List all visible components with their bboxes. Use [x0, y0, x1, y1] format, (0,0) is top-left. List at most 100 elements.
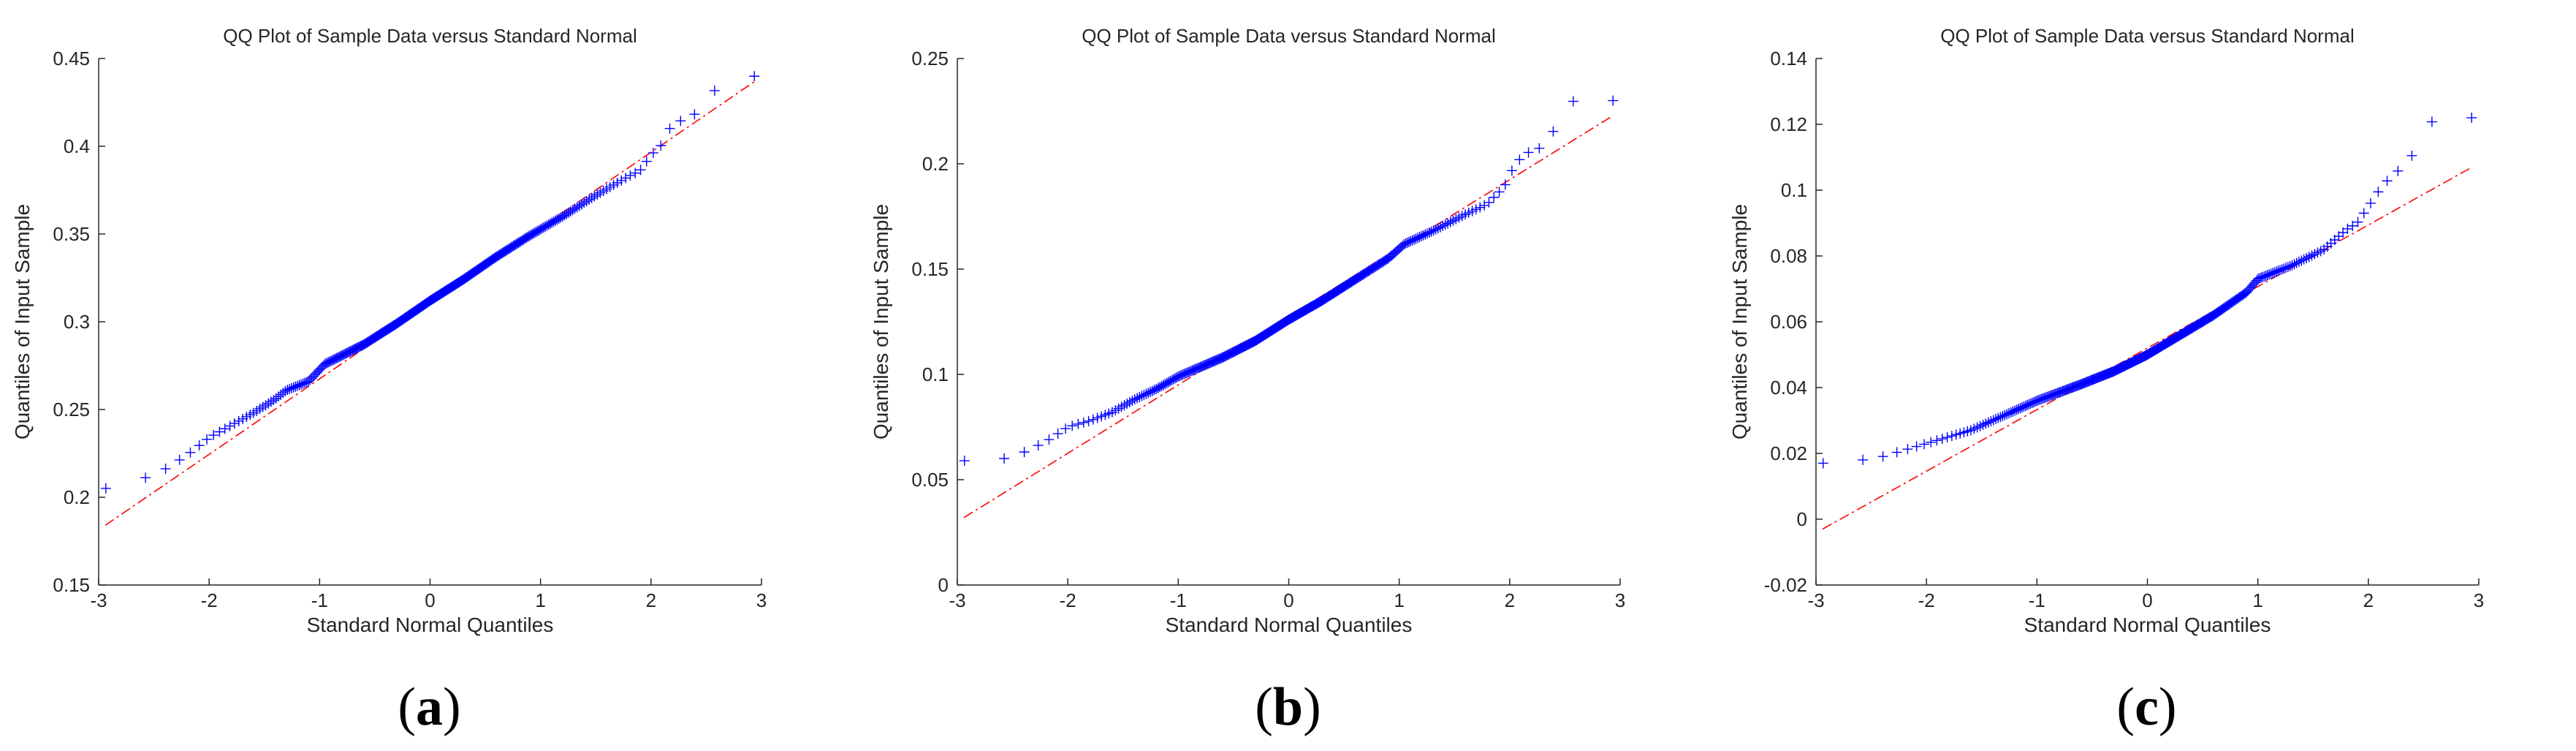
- sample-point: [1919, 439, 1930, 450]
- sample-point: [528, 228, 539, 239]
- sample-point: [2036, 393, 2047, 404]
- sample-point: [584, 195, 595, 205]
- sample-point: [1999, 410, 2010, 420]
- sample-point: [1479, 200, 1490, 211]
- x-tick-label: 2: [1505, 589, 1515, 611]
- sample-points: [959, 95, 1619, 467]
- sample-point: [2298, 254, 2309, 265]
- caption-b: (b): [1255, 677, 1321, 737]
- sample-point: [2280, 263, 2291, 273]
- sample-point: [589, 191, 600, 202]
- sample-point: [709, 85, 720, 96]
- x-tick-label: 1: [2252, 589, 2262, 611]
- sample-point: [1177, 369, 1188, 380]
- x-tick-label: -1: [311, 589, 328, 611]
- sample-point: [1139, 390, 1150, 401]
- sample-point: [656, 140, 666, 151]
- sample-point: [219, 423, 230, 434]
- x-tick-label: -2: [201, 589, 218, 611]
- sample-point: [1067, 420, 1078, 431]
- sample-point: [1993, 412, 2004, 423]
- sample-point: [567, 205, 578, 216]
- sample-point: [263, 398, 274, 409]
- sample-point: [563, 207, 574, 218]
- sample-point: [330, 353, 341, 364]
- sample-point: [559, 210, 570, 221]
- sample-point: [2237, 290, 2248, 301]
- sample-point: [233, 415, 244, 426]
- x-tick-label: -3: [90, 589, 107, 611]
- sample-point: [1448, 215, 1459, 226]
- sample-point: [1375, 257, 1386, 268]
- sample-point: [214, 426, 225, 437]
- caption-letter-c: c: [2135, 677, 2159, 737]
- sample-point: [325, 355, 336, 366]
- sample-point: [1877, 451, 1888, 462]
- sample-point: [1179, 369, 1190, 380]
- sample-point: [2234, 292, 2245, 303]
- sample-point: [1988, 415, 1999, 426]
- y-tick-label: 0.25: [53, 399, 90, 420]
- sample-point: [1141, 388, 1152, 399]
- sample-point: [1129, 394, 1140, 405]
- sample-point: [1548, 126, 1559, 137]
- sample-point: [2037, 393, 2048, 404]
- sample-points: [1817, 113, 2477, 469]
- sample-point: [1052, 429, 1063, 439]
- sample-point: [2352, 216, 2363, 227]
- sample-point: [2282, 262, 2293, 273]
- sample-point: [1132, 393, 1143, 404]
- sample-point: [2296, 255, 2307, 266]
- caption-a: (a): [398, 677, 461, 737]
- sample-point: [516, 235, 527, 246]
- sample-point: [1187, 365, 1198, 376]
- y-tick-label: 0.25: [911, 48, 949, 69]
- sample-point: [1060, 423, 1071, 434]
- sample-point: [1983, 417, 1994, 428]
- sample-point: [2393, 165, 2404, 176]
- qq-panel-c: QQ Plot of Sample Data versus Standard N…: [1717, 0, 2576, 751]
- sample-point: [2365, 197, 2376, 208]
- sample-point: [571, 202, 582, 213]
- sample-point: [1514, 154, 1525, 165]
- sample-point: [1424, 227, 1435, 238]
- sample-point: [1942, 432, 1953, 443]
- sample-point: [612, 178, 623, 189]
- sample-point: [1817, 458, 1828, 469]
- sample-point: [260, 400, 271, 411]
- sample-point: [2040, 392, 2051, 403]
- x-tick-label: 1: [1394, 589, 1404, 611]
- sample-point: [647, 148, 658, 159]
- x-tick-label: 3: [756, 589, 767, 611]
- sample-point: [2235, 291, 2246, 302]
- sample-point: [328, 354, 339, 365]
- y-tick-label: 0.2: [922, 153, 949, 175]
- qq-panel-a: QQ Plot of Sample Data versus Standard N…: [0, 0, 859, 751]
- sample-point: [1937, 434, 1948, 445]
- sample-point: [2466, 113, 2477, 124]
- sample-point: [1136, 390, 1147, 401]
- sample-point: [1092, 412, 1103, 423]
- sample-point: [689, 109, 700, 120]
- sample-point: [1143, 388, 1154, 399]
- sample-point: [526, 229, 537, 240]
- x-tick-label: 0: [2142, 589, 2152, 611]
- sample-point: [1523, 147, 1534, 158]
- sample-point: [630, 167, 641, 178]
- sample-point: [1977, 419, 1988, 430]
- sample-point: [2284, 261, 2295, 272]
- sample-point: [1432, 223, 1443, 234]
- sample-point: [523, 231, 533, 242]
- x-axis-label: Standard Normal Quantiles: [2024, 614, 2271, 636]
- sample-point: [565, 206, 576, 217]
- sample-point: [284, 383, 295, 394]
- sample-point: [1445, 216, 1456, 227]
- x-tick-label: 2: [646, 589, 656, 611]
- sample-point: [1378, 256, 1389, 267]
- sample-point: [1483, 197, 1494, 208]
- sample-point: [2301, 253, 2312, 264]
- sample-point: [675, 116, 686, 127]
- sample-point: [1506, 165, 1517, 176]
- y-tick-label: 0.04: [1770, 377, 1807, 399]
- sample-point: [1534, 143, 1545, 154]
